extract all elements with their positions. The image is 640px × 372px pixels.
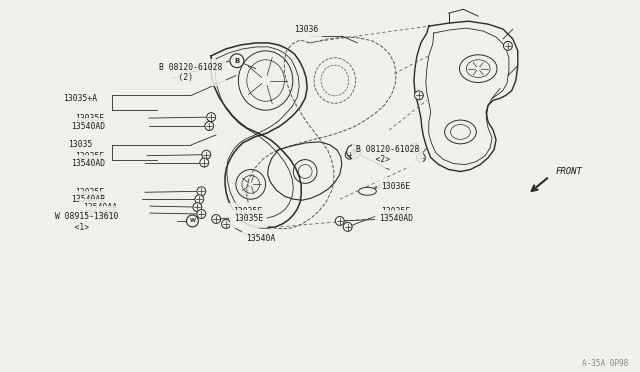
Text: A-35A 0P98: A-35A 0P98 xyxy=(582,359,628,368)
Text: 13035E: 13035E xyxy=(75,113,104,123)
Text: W 08915-13610
    <1>: W 08915-13610 <1> xyxy=(55,212,118,232)
Circle shape xyxy=(212,215,221,224)
Text: B: B xyxy=(351,149,356,155)
Circle shape xyxy=(205,122,214,131)
Text: 13540AC: 13540AC xyxy=(83,209,116,218)
Circle shape xyxy=(230,54,244,68)
Circle shape xyxy=(221,219,230,228)
Circle shape xyxy=(195,195,204,203)
Text: 13035: 13035 xyxy=(68,140,92,149)
Circle shape xyxy=(417,153,426,162)
Text: 13035E: 13035E xyxy=(75,188,104,197)
Circle shape xyxy=(410,143,419,152)
Text: 13035E: 13035E xyxy=(75,152,104,161)
Circle shape xyxy=(207,113,216,122)
Text: 13035E: 13035E xyxy=(234,215,263,224)
Circle shape xyxy=(202,150,211,159)
Ellipse shape xyxy=(358,187,376,195)
Text: W: W xyxy=(189,218,195,224)
Text: 13035E: 13035E xyxy=(381,206,411,215)
Circle shape xyxy=(415,91,423,100)
Circle shape xyxy=(347,145,360,158)
Circle shape xyxy=(345,150,354,159)
Circle shape xyxy=(335,217,344,225)
Circle shape xyxy=(504,41,513,50)
Text: 13035+A: 13035+A xyxy=(63,94,97,103)
Text: 13036: 13036 xyxy=(294,25,318,33)
Text: FRONT: FRONT xyxy=(556,167,582,176)
Circle shape xyxy=(197,187,206,196)
Text: 13540AA: 13540AA xyxy=(83,203,116,212)
Circle shape xyxy=(343,222,352,231)
Text: 13540A: 13540A xyxy=(246,234,275,243)
Text: B 08120-61028
    (2): B 08120-61028 (2) xyxy=(159,63,222,82)
Circle shape xyxy=(200,158,209,167)
Circle shape xyxy=(193,203,202,212)
Text: 13540AD: 13540AD xyxy=(380,215,413,224)
Circle shape xyxy=(186,215,198,227)
Text: 13036E: 13036E xyxy=(381,182,411,191)
Text: 13035E: 13035E xyxy=(233,206,262,215)
Text: 13540AD: 13540AD xyxy=(71,122,105,131)
Text: B: B xyxy=(234,58,239,64)
Circle shape xyxy=(197,209,206,218)
Text: 13540AB: 13540AB xyxy=(71,195,105,204)
Text: 13540AD: 13540AD xyxy=(71,159,105,168)
Text: B 08120-61028
    <2>: B 08120-61028 <2> xyxy=(356,145,419,164)
